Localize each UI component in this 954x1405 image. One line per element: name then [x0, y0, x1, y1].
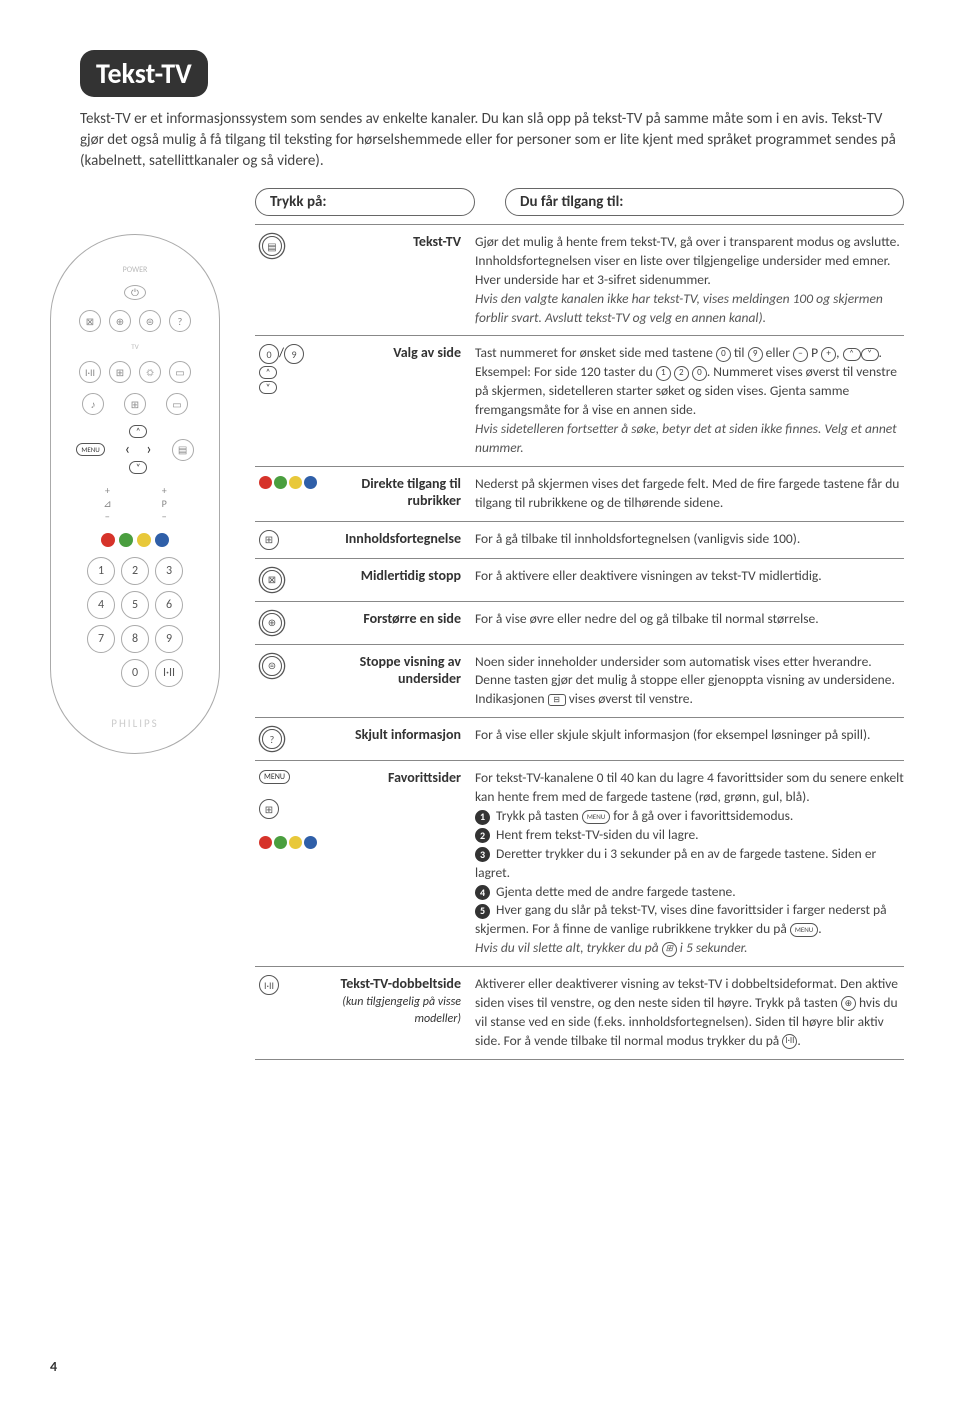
- row-description: Tast nummeret for ønsket side med tasten…: [475, 344, 904, 457]
- row-icon-cell: ⊜: [255, 653, 305, 710]
- row-label: Valg av side: [305, 344, 475, 457]
- col-header-trykk: Trykk på:: [255, 188, 475, 216]
- menu-icon: MENU: [259, 770, 290, 784]
- remote-control-diagram: POWER ⏻ ⊠ ⊕ ⊜ ? TV I·II ⊞ ☼ ▭ ♪ ⊞ ▭ MENU: [50, 234, 220, 754]
- remote-btn: ▭: [166, 393, 188, 415]
- table-row: 0/9˄˅Valg av sideTast nummeret for ønske…: [255, 335, 904, 465]
- remote-btn: ☼: [139, 361, 161, 383]
- reveal-icon: ?: [262, 729, 282, 749]
- row-description: Aktiverer eller deaktiverer visning av t…: [475, 975, 904, 1051]
- row-description: Noen sider inneholder undersider som aut…: [475, 653, 904, 710]
- numpad-key: 4: [87, 591, 115, 619]
- row-icon-cell: ▤: [255, 233, 305, 327]
- table-row: I·II Tekst-TV-dobbeltside(kun tilgjengeli…: [255, 966, 904, 1060]
- teletext-button: ▤: [172, 439, 194, 461]
- brand-label: PHILIPS: [111, 717, 158, 730]
- numpad-key: 7: [87, 625, 115, 653]
- page-number: 4: [50, 1358, 57, 1375]
- dual-screen-icon: I·II: [259, 975, 279, 995]
- up-icon: ˄: [259, 366, 277, 379]
- row-label: Skjult informasjon: [305, 726, 475, 752]
- row-label: Stoppe visning av undersider: [305, 653, 475, 710]
- remote-btn: ⊞: [109, 361, 131, 383]
- subpage-stop-icon: ⊜: [262, 656, 282, 676]
- remote-btn: ⊕: [109, 310, 131, 332]
- function-table: ▤ Tekst-TVGjør det mulig å hente frem tek…: [255, 224, 904, 1060]
- row-description: For tekst-TV-kanalene 0 til 40 kan du la…: [475, 769, 904, 958]
- color-buttons: [101, 533, 169, 547]
- row-label: Tekst-TV: [305, 233, 475, 327]
- numpad-key: I·II: [155, 659, 183, 687]
- table-row: Direkte tilgang til rubrikkerNederst på …: [255, 466, 904, 521]
- table-row: ⊜ Stoppe visning av undersiderNoen sider …: [255, 644, 904, 718]
- row-icon-cell: 0/9˄˅: [255, 344, 305, 457]
- row-description: For å aktivere eller deaktivere visninge…: [475, 567, 904, 593]
- table-row: ⊞ InnholdsfortegnelseFor å gå tilbake til…: [255, 521, 904, 558]
- intro-text: Tekst-TV er et informasjonssystem som se…: [80, 109, 904, 172]
- row-description: For å vise øvre eller nedre del og gå ti…: [475, 610, 904, 636]
- remote-btn: ▭: [169, 361, 191, 383]
- row-description: Nederst på skjermen vises det fargede fe…: [475, 475, 904, 513]
- remote-btn: ⊞: [124, 393, 146, 415]
- remote-btn: ⊜: [139, 310, 161, 332]
- row-icon-cell: ⊞: [255, 530, 305, 550]
- index-icon: ⊞: [259, 530, 279, 550]
- numpad-key: 3: [155, 557, 183, 585]
- numpad-key: 8: [121, 625, 149, 653]
- row-description: For å gå tilbake til innholdsfortegnelse…: [475, 530, 904, 550]
- table-row: ▤ Tekst-TVGjør det mulig å hente frem tek…: [255, 224, 904, 335]
- hold-icon: ⊠: [262, 570, 282, 590]
- menu-button: MENU: [76, 443, 104, 456]
- zoom-icon: ⊕: [262, 613, 282, 633]
- numpad-key: 5: [121, 591, 149, 619]
- row-description: Gjør det mulig å hente frem tekst-TV, gå…: [475, 233, 904, 327]
- number-pad: 123 456 789 0I·II: [87, 557, 183, 687]
- table-row: ⊠ Midlertidig stoppFor å aktivere eller d…: [255, 558, 904, 601]
- row-icon-cell: I·II: [255, 975, 305, 1051]
- remote-btn: ⊠: [79, 310, 101, 332]
- row-description: For å vise eller skjule skjult informasj…: [475, 726, 904, 752]
- power-icon: ⏻: [124, 285, 146, 300]
- numpad-key: 6: [155, 591, 183, 619]
- numpad-key: 0: [121, 659, 149, 687]
- remote-btn: I·II: [79, 361, 101, 383]
- column-headers: Trykk på: Du får tilgang til:: [255, 188, 904, 216]
- row-label: Favorittsider: [305, 769, 475, 958]
- numpad-key: 1: [87, 557, 115, 585]
- numpad-key: 9: [155, 625, 183, 653]
- row-icon-cell: ⊕: [255, 610, 305, 636]
- row-label: Tekst-TV-dobbeltside(kun tilgjengelig på…: [305, 975, 475, 1051]
- index-icon-2: ⊞: [259, 799, 279, 819]
- remote-btn: ♪: [82, 393, 104, 415]
- row-label: Direkte tilgang til rubrikker: [305, 475, 475, 513]
- row-label: Midlertidig stopp: [305, 567, 475, 593]
- remote-btn: ?: [169, 310, 191, 332]
- teletext-icon: ▤: [262, 236, 282, 256]
- row-icon-cell: ?: [255, 726, 305, 752]
- col-header-du: Du får tilgang til:: [505, 188, 904, 216]
- digit-0-icon: 0: [259, 344, 279, 364]
- digit-9-icon: 9: [284, 344, 304, 364]
- table-row: ⊕ Forstørre en sideFor å vise øvre eller …: [255, 601, 904, 644]
- table-row: ? Skjult informasjonFor å vise eller skju…: [255, 717, 904, 760]
- row-label: Innholdsfortegnelse: [305, 530, 475, 550]
- page-title: Tekst-TV: [80, 50, 208, 97]
- row-icon-cell: MENU ⊞: [255, 769, 305, 958]
- numpad-key: 2: [121, 557, 149, 585]
- row-label: Forstørre en side: [305, 610, 475, 636]
- down-icon: ˅: [259, 381, 277, 394]
- row-icon-cell: ⊠: [255, 567, 305, 593]
- row-icon-cell: [255, 475, 305, 513]
- table-row: MENU ⊞ FavorittsiderFor tekst-TV-kanalene …: [255, 760, 904, 966]
